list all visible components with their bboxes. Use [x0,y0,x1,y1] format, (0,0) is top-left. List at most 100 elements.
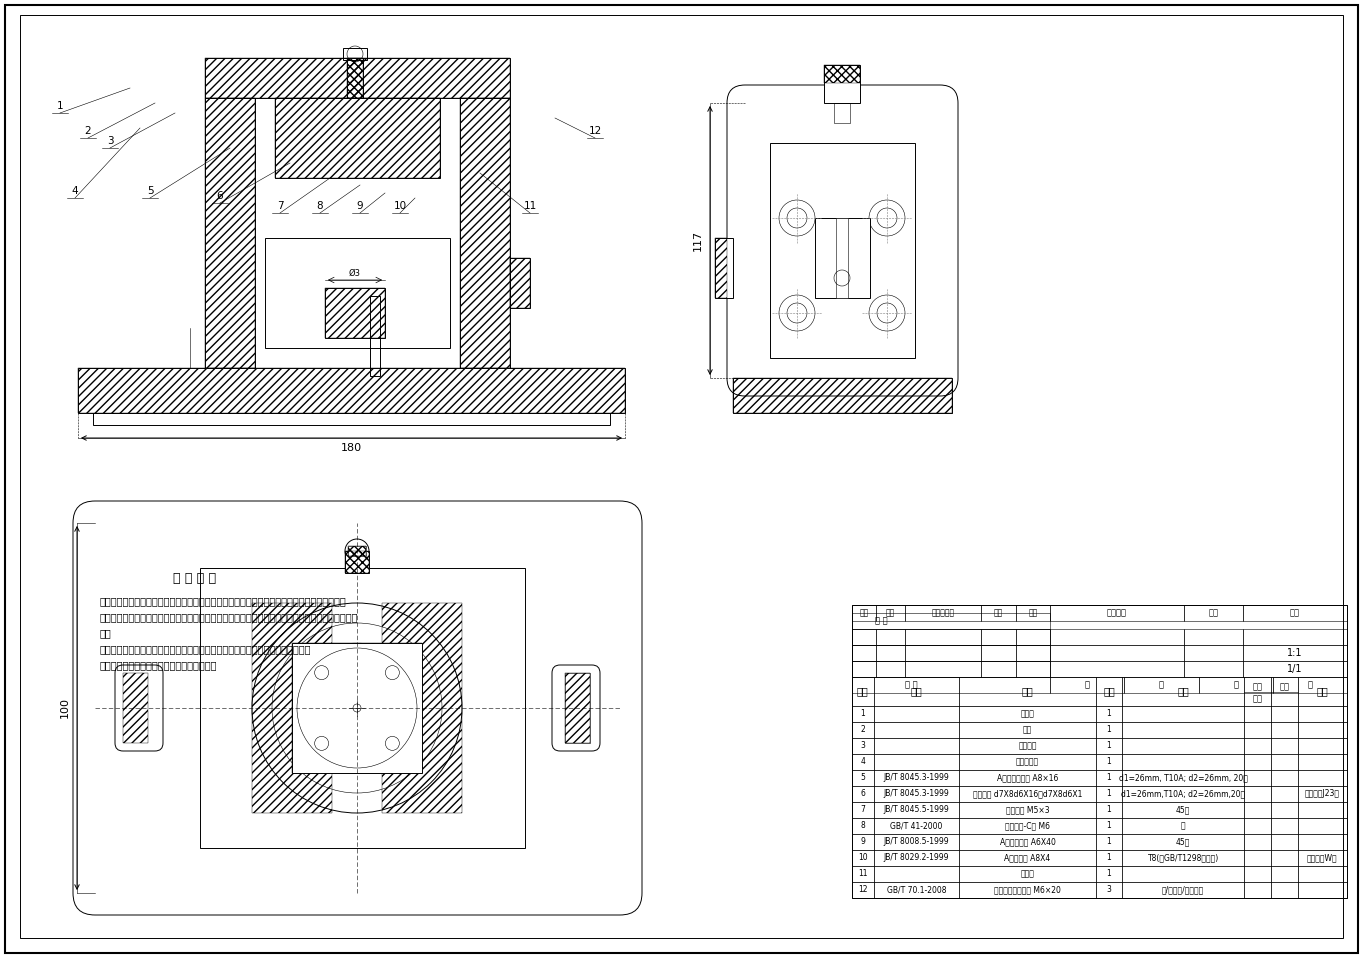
Bar [204,58,510,98]
Bar [960,818,1096,834]
Bar [1096,802,1122,818]
Bar [960,850,1096,866]
Text: 装配过程中零件不允许磕、碰、划伤和锈蚀。: 装配过程中零件不允许磕、碰、划伤和锈蚀。 [99,660,218,670]
Bar [981,605,1017,621]
Bar [852,738,874,754]
Bar [1244,882,1270,898]
Text: JB/T 8008.5-1999: JB/T 8008.5-1999 [883,837,950,847]
Bar [874,706,960,722]
Text: 10: 10 [394,201,406,211]
Text: 备注: 备注 [1317,687,1328,696]
Bar [566,673,590,743]
Bar [1183,645,1243,661]
Bar [1244,722,1270,738]
Bar [905,605,981,621]
Bar [852,850,874,866]
Bar [1270,834,1298,850]
Bar [852,677,1050,694]
Bar [874,866,960,882]
Text: 比例: 比例 [1289,608,1300,618]
Text: 1: 1 [1107,806,1111,814]
Bar [1096,786,1122,802]
Bar [1273,677,1347,694]
Bar [852,866,874,882]
Bar [1298,677,1347,706]
Bar [981,661,1017,677]
Text: 45钢: 45钢 [1176,806,1190,814]
Text: 2: 2 [860,725,866,735]
Circle shape [297,648,417,768]
Bar [1096,706,1122,722]
Circle shape [345,539,369,563]
Bar [852,770,874,786]
Bar [874,850,960,866]
Text: 10: 10 [859,854,868,862]
Text: 1: 1 [57,101,63,111]
Bar [960,722,1096,738]
Bar [292,643,423,773]
FancyBboxPatch shape [114,665,164,751]
Bar [1198,677,1273,694]
Text: 117: 117 [692,230,703,251]
Bar [852,802,874,818]
Text: 1: 1 [1107,710,1111,718]
Bar [1050,677,1124,694]
Bar [1243,661,1347,677]
Bar [1270,738,1298,754]
Bar [1298,866,1347,882]
Bar [716,238,733,298]
Bar [292,643,423,773]
Text: 1: 1 [1107,758,1111,766]
FancyBboxPatch shape [552,665,600,751]
Bar [960,677,1096,706]
Text: 单件: 单件 [1253,683,1262,692]
Bar [1096,818,1122,834]
Bar [852,882,874,898]
Bar [204,58,510,98]
Bar [1243,645,1347,661]
Bar [204,98,255,368]
Bar [1244,738,1270,754]
Text: A型快换垫圈 A6X40: A型快换垫圈 A6X40 [999,837,1055,847]
Text: 1: 1 [1107,741,1111,750]
Text: 张: 张 [1307,681,1313,690]
Text: 1: 1 [1107,789,1111,799]
Bar [1096,850,1122,866]
Text: 夹具体: 夹具体 [1021,710,1035,718]
Bar [345,551,369,573]
Bar [1298,786,1347,802]
Bar [1183,629,1243,645]
Bar [1243,605,1347,621]
Text: 11: 11 [523,201,537,211]
Circle shape [386,737,399,750]
Bar [1270,818,1298,834]
Bar [852,706,874,722]
Text: 100: 100 [60,697,70,718]
Bar [1050,629,1183,645]
Bar [93,413,611,425]
Text: 日 期: 日 期 [905,681,917,690]
Bar [1243,629,1347,645]
Bar [874,754,960,770]
Bar [1183,661,1243,677]
Bar [733,378,951,413]
Bar [960,786,1096,802]
Bar [1122,754,1244,770]
Bar [345,551,369,573]
Text: 3: 3 [1107,885,1111,895]
Text: 重量: 重量 [1209,608,1219,618]
Bar [905,645,981,661]
Bar [123,673,149,743]
Bar [1050,661,1183,677]
Bar [852,677,874,706]
Bar [1244,754,1270,770]
Text: GB/T 70.1-2008: GB/T 70.1-2008 [887,885,946,895]
Bar [960,866,1096,882]
Bar [1017,645,1050,661]
Bar [852,613,1050,629]
Text: 1: 1 [860,710,866,718]
Bar [1122,786,1244,802]
Bar [1122,802,1244,818]
Bar [852,645,1050,661]
Text: 12: 12 [859,885,868,895]
